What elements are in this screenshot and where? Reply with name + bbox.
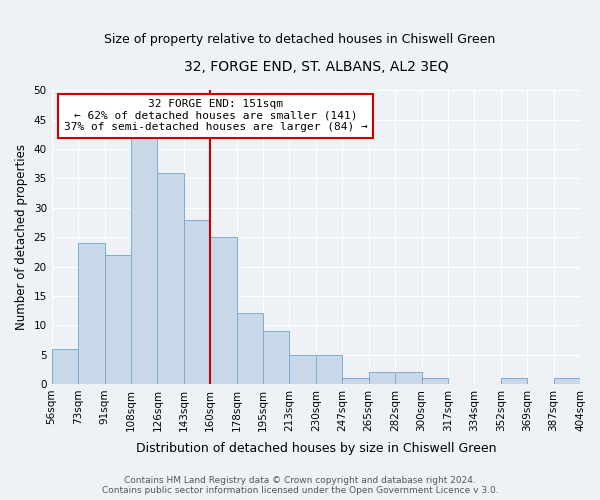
Bar <box>501 378 527 384</box>
Bar <box>289 354 316 384</box>
X-axis label: Distribution of detached houses by size in Chiswell Green: Distribution of detached houses by size … <box>136 442 496 455</box>
Bar <box>210 237 236 384</box>
Bar <box>421 378 448 384</box>
Bar <box>236 314 263 384</box>
Bar <box>52 348 78 384</box>
Title: 32, FORGE END, ST. ALBANS, AL2 3EQ: 32, FORGE END, ST. ALBANS, AL2 3EQ <box>184 60 448 74</box>
Bar <box>157 172 184 384</box>
Bar <box>316 354 342 384</box>
Text: Contains HM Land Registry data © Crown copyright and database right 2024.
Contai: Contains HM Land Registry data © Crown c… <box>101 476 499 495</box>
Bar <box>395 372 421 384</box>
Bar <box>78 243 104 384</box>
Bar <box>131 138 157 384</box>
Bar <box>342 378 368 384</box>
Bar <box>184 220 210 384</box>
Bar <box>368 372 395 384</box>
Bar <box>104 255 131 384</box>
Bar <box>554 378 580 384</box>
Text: 32 FORGE END: 151sqm
← 62% of detached houses are smaller (141)
37% of semi-deta: 32 FORGE END: 151sqm ← 62% of detached h… <box>64 99 367 132</box>
Y-axis label: Number of detached properties: Number of detached properties <box>15 144 28 330</box>
Text: Size of property relative to detached houses in Chiswell Green: Size of property relative to detached ho… <box>104 32 496 46</box>
Bar <box>263 331 289 384</box>
